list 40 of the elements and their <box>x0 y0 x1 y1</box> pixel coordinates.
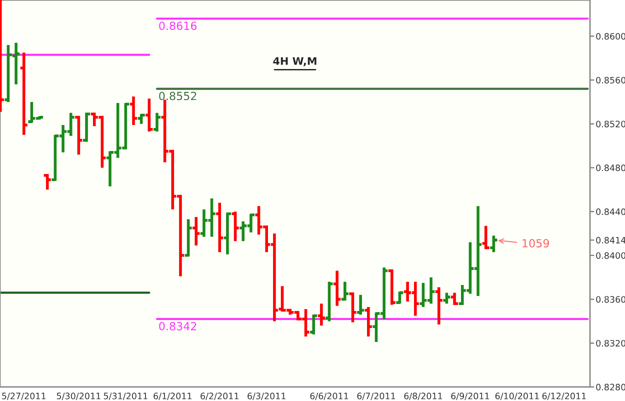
candlestick <box>480 224 491 250</box>
x-tick-label: 6/2/2011 <box>200 392 238 400</box>
candlestick <box>222 211 232 256</box>
annotation: 1059 <box>522 239 549 248</box>
candlestick <box>394 290 405 306</box>
x-tick-label: 5/27/2011 <box>2 392 46 400</box>
candlestick <box>152 112 162 133</box>
candlestick <box>144 97 154 133</box>
candlestick <box>324 280 334 323</box>
candlestick <box>332 269 342 308</box>
x-tick-label: 6/7/2011 <box>357 392 396 400</box>
candlestick <box>308 313 319 336</box>
annotation: 0.8616 <box>159 22 197 30</box>
x-tick-label: 6/8/2011 <box>404 392 442 400</box>
candlestick <box>214 201 225 254</box>
x-tick-label: 5/30/2011 <box>56 392 100 400</box>
candlestick <box>363 306 374 338</box>
candlestick <box>434 286 444 326</box>
x-tick-label: 6/10/2011 <box>495 392 539 400</box>
candlestick <box>356 293 366 316</box>
x-tick-label: 6/9/2011 <box>451 392 490 400</box>
candlestick <box>191 216 202 247</box>
annotation: 0.8342 <box>159 322 196 330</box>
candlestick <box>136 112 146 126</box>
candlestick <box>183 218 194 258</box>
candlestick <box>42 172 52 192</box>
x-tick-label: 6/1/2011 <box>154 392 192 400</box>
text: 4H W,M <box>273 57 316 66</box>
x-tick-label: 6/6/2011 <box>310 392 348 400</box>
candlestick <box>442 291 452 306</box>
annotation: 0.8552 <box>159 92 196 100</box>
candlestick <box>386 268 397 306</box>
candlestick <box>230 210 240 243</box>
candlestick <box>128 95 138 126</box>
x-tick-label: 5/31/2011 <box>104 392 148 400</box>
x-tick-label: 6/12/2011 <box>542 392 586 400</box>
candlestick <box>74 114 84 156</box>
candlestick <box>316 302 326 327</box>
x-tick-label: 6/3/2011 <box>248 392 286 400</box>
candlestick <box>18 51 29 136</box>
